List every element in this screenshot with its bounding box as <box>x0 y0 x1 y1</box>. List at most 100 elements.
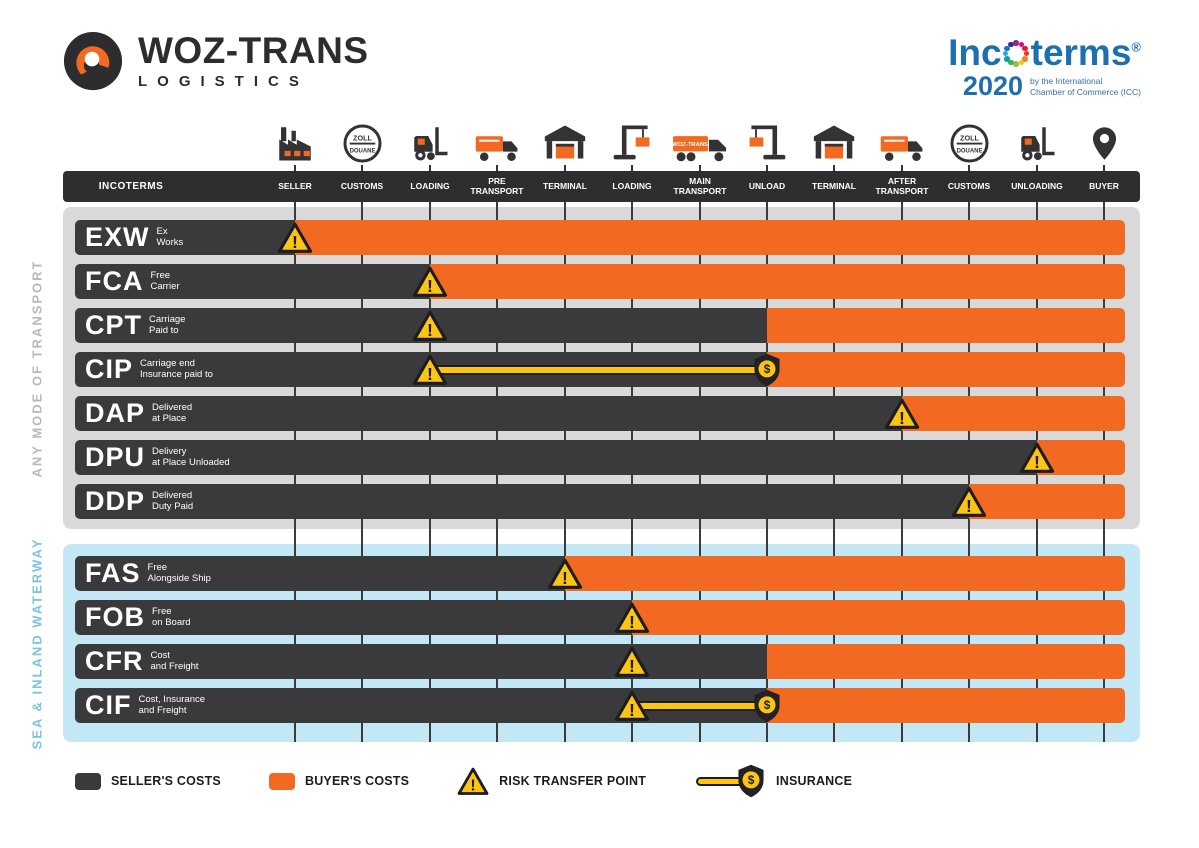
seller-cost-bar-EXW <box>75 220 295 255</box>
incoterm-code: FOB <box>85 602 145 632</box>
risk-transfer-icon-FCA: ! <box>412 266 448 298</box>
column-header-stage: UNLOADING <box>1011 180 1063 191</box>
incoterm-row-label-EXW: EXW Ex Works <box>85 220 183 255</box>
seller-cost-bar-DDP <box>75 484 969 519</box>
legend: SELLER'S COSTS BUYER'S COSTS ! RISK TRAN… <box>75 760 852 802</box>
insurance-icon: $ <box>694 764 766 798</box>
legend-label-seller-costs: SELLER'S COSTS <box>111 774 221 788</box>
section-label-text: SEA & INLAND WATERWAY <box>29 537 45 749</box>
incoterm-code: EXW <box>85 222 150 252</box>
insurance-line-CIP <box>430 365 767 375</box>
icon-tick <box>699 165 701 171</box>
incoterms-caption-line2: Chamber of Commerce (ICC) <box>1030 86 1141 97</box>
seller-cost-bar-FAS <box>75 556 565 591</box>
insurance-shield-glyph: $ <box>736 764 766 798</box>
buyer-cost-bar-DAP <box>902 396 1125 431</box>
legend-label-insurance: INSURANCE <box>776 774 853 788</box>
incoterms-subtitle: 2020 by the International Chamber of Com… <box>948 73 1141 100</box>
buyer-cost-bar-CPT <box>767 308 1125 343</box>
column-header-stage: LOADING <box>410 180 450 191</box>
incoterm-code: FAS <box>85 558 141 588</box>
buyer-cost-bar-CFR <box>767 644 1125 679</box>
risk-transfer-point-icon: ! <box>457 767 489 796</box>
seller-cost-bar-FCA <box>75 264 430 299</box>
svg-text:!: ! <box>427 364 433 384</box>
column-header-incoterms: INCOTERMS <box>98 181 164 192</box>
svg-text:WOZ-TRANS: WOZ-TRANS <box>672 142 708 148</box>
crane-icon <box>603 112 661 164</box>
seller-cost-bar-DPU <box>75 440 1037 475</box>
ring-dot <box>1004 56 1010 62</box>
woz-trans-logo-mark-icon <box>62 30 124 92</box>
brand-name: WOZ-TRANS <box>138 30 369 71</box>
section-label-sea: SEA & INLAND WATERWAY <box>24 537 50 749</box>
incoterm-code: DPU <box>85 442 146 472</box>
svg-text:$: $ <box>764 698 771 712</box>
svg-text:!: ! <box>966 496 972 516</box>
svg-text:!: ! <box>427 276 433 296</box>
incoterm-code: DAP <box>85 398 146 428</box>
incoterm-description: Cost, Insurance and Freight <box>138 693 206 716</box>
box-truck-icon <box>468 112 526 164</box>
risk-transfer-icon-DPU: ! <box>1019 442 1055 474</box>
incoterm-code: DDP <box>85 486 146 516</box>
incoterms-title-prefix: Inc <box>948 32 1002 73</box>
buyer-cost-bar-FOB <box>632 600 1125 635</box>
svg-text:DOUANE: DOUANE <box>956 148 982 154</box>
risk-transfer-icon-FOB: ! <box>614 602 650 634</box>
buyer-cost-bar-CIP <box>767 352 1125 387</box>
forklift-icon <box>401 112 459 164</box>
incoterm-code: CPT <box>85 310 142 340</box>
customs-stamp-icon: ZOLL DOUANE <box>940 112 998 164</box>
ring-dot <box>1018 41 1025 48</box>
box-truck-icon <box>873 112 931 164</box>
ring-dot <box>1008 59 1014 66</box>
incoterm-row-label-CPT: CPT Carriage Paid to <box>85 308 185 343</box>
incoterm-description: Delivered at Place <box>152 401 193 424</box>
ring-dot <box>1022 56 1028 62</box>
customs-stamp-icon: ZOLL DOUANE <box>333 112 391 164</box>
section-label-text: ANY MODE OF TRANSPORT <box>29 259 45 477</box>
svg-text:!: ! <box>292 232 298 252</box>
incoterm-description: Carriage Paid to <box>149 313 186 336</box>
risk-transfer-icon-CFR: ! <box>614 646 650 678</box>
forklift-icon <box>1008 112 1066 164</box>
incoterm-code: CIF <box>85 690 132 720</box>
column-header-stage: AFTER TRANSPORT <box>875 175 929 196</box>
incoterms-dot-ring-icon <box>1002 40 1030 67</box>
cargo-truck-icon: WOZ-TRANS <box>671 112 729 164</box>
buyer-cost-bar-CIF <box>767 688 1125 723</box>
legend-label-risk-transfer: RISK TRANSFER POINT <box>499 774 647 788</box>
risk-transfer-icon-CIF: ! <box>614 690 650 722</box>
incoterms-2020-logo: Inc terms® 2020 by the International Cham… <box>948 34 1141 100</box>
column-header-stage: CUSTOMS <box>947 180 991 191</box>
incoterm-row-label-FAS: FAS Free Alongside Ship <box>85 556 211 591</box>
buyer-cost-bar-DDP <box>969 484 1125 519</box>
incoterm-description: Ex Works <box>156 225 184 248</box>
factory-icon <box>266 112 324 164</box>
incoterm-code: FCA <box>85 266 144 296</box>
registered-mark: ® <box>1131 39 1141 55</box>
icon-tick <box>294 165 296 171</box>
icon-tick <box>564 165 566 171</box>
location-pin-icon <box>1075 112 1133 164</box>
svg-text:!: ! <box>629 612 635 632</box>
risk-transfer-icon-DDP: ! <box>951 486 987 518</box>
svg-text:ZOLL: ZOLL <box>960 134 979 143</box>
incoterm-row-label-FOB: FOB Free on Board <box>85 600 191 635</box>
insurance-line-CIF <box>632 701 767 711</box>
crane-icon <box>738 112 796 164</box>
icon-tick <box>1036 165 1038 171</box>
svg-text:!: ! <box>899 408 905 428</box>
incoterm-description: Cost and Freight <box>150 649 199 672</box>
icon-tick <box>968 165 970 171</box>
incoterm-description: Free Carrier <box>150 269 180 292</box>
column-header-stage: TERMINAL <box>543 180 587 191</box>
incoterm-row-label-DAP: DAP Delivered at Place <box>85 396 192 431</box>
icon-tick <box>901 165 903 171</box>
column-header-stage: PRE TRANSPORT <box>470 175 524 196</box>
ring-dot <box>1013 61 1019 67</box>
incoterm-row-label-DDP: DDP Delivered Duty Paid <box>85 484 193 519</box>
warehouse-icon <box>805 112 863 164</box>
